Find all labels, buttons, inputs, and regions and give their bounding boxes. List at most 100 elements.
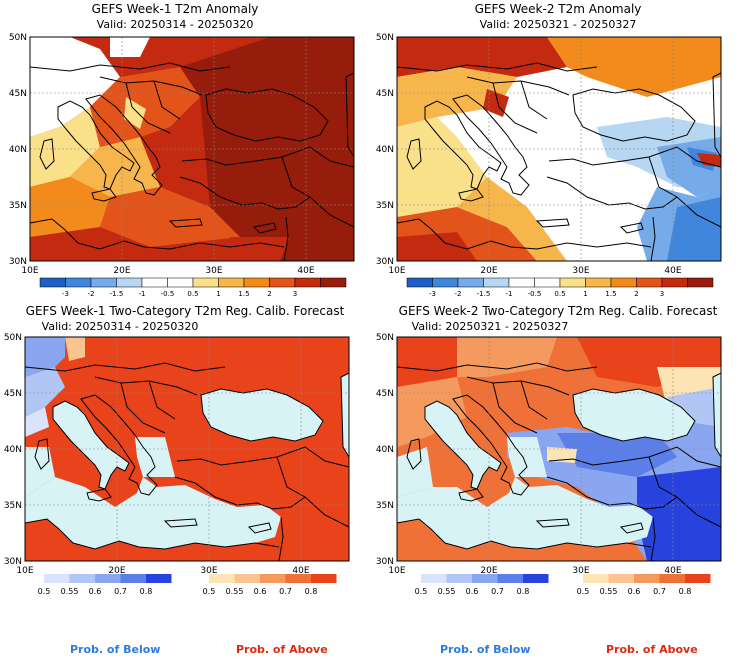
- map-plot: [396, 336, 722, 562]
- colorbar-swatch: [446, 574, 472, 583]
- colorbar-tick-label: 0.5: [554, 290, 565, 298]
- colorbar-tick-label: 0.8: [305, 587, 318, 596]
- colorbar-swatch: [141, 277, 168, 288]
- lon-label: 40E: [292, 566, 309, 576]
- colorbar-tick-label: 1.5: [238, 290, 249, 298]
- panel-title: GEFS Week-2 Two-Category T2m Reg. Calib.…: [399, 304, 718, 318]
- map-plot: [396, 36, 722, 262]
- colorbar-tick-label: -0.5: [161, 290, 175, 298]
- panel-week1-probability: GEFS Week-1 Two-Category T2m Reg. Calib.…: [4, 304, 350, 596]
- colorbar-swatch: [636, 277, 663, 288]
- colorbar-tick-label: 0.6: [466, 587, 479, 596]
- colorbar-swatch: [472, 574, 498, 583]
- colorbar-swatch: [90, 277, 117, 288]
- prob-above-caption: Prob. of Above: [606, 643, 698, 656]
- colorbar-tick-label: -2: [88, 290, 95, 298]
- colorbar-swatch: [608, 574, 634, 583]
- colorbar-swatch: [659, 574, 685, 583]
- colorbar-tick-label: 0.6: [89, 587, 102, 596]
- colorbar-swatch: [559, 277, 586, 288]
- lon-label: 40E: [664, 266, 681, 276]
- colorbar-tick-label: 0.5: [187, 290, 198, 298]
- lat-label: 30N: [9, 257, 27, 267]
- colorbar-swatch: [269, 277, 296, 288]
- lon-label: 30E: [200, 566, 217, 576]
- colorbar-tick-label: 2: [267, 290, 271, 298]
- lon-label: 40E: [297, 266, 314, 276]
- colorbar-tick-label: 0.5: [203, 587, 216, 596]
- colorbar-swatch: [457, 277, 484, 288]
- colorbar-tick-label: 0.7: [114, 587, 127, 596]
- anomaly-colorbar: -3 -2 -1.5 -1 -0.5 0.5 1 1.5 2 3: [39, 277, 347, 298]
- colorbar-swatch: [69, 574, 95, 583]
- colorbar-tick-label: -1.5: [477, 290, 491, 298]
- panel-valid-date: Valid: 20250321 - 20250327: [412, 320, 569, 333]
- lat-label: 50N: [376, 33, 394, 43]
- colorbar-swatch: [610, 277, 637, 288]
- lon-label: 30E: [572, 566, 589, 576]
- colorbar-swatch: [320, 277, 347, 288]
- panel-title: GEFS Week-1 T2m Anomaly: [92, 2, 259, 16]
- colorbar-swatch: [65, 277, 92, 288]
- colorbar-tick-label: 3: [293, 290, 297, 298]
- colorbar-tick-label: 0.7: [653, 587, 666, 596]
- colorbar-tick-label: 0.6: [628, 587, 641, 596]
- colorbar-swatch: [432, 277, 459, 288]
- colorbar-tick-label: 0.55: [600, 587, 618, 596]
- lon-label: 20E: [480, 266, 497, 276]
- colorbar-tick-label: -3: [62, 290, 69, 298]
- colorbar-tick-label: -1.5: [110, 290, 124, 298]
- colorbar-swatch: [634, 574, 660, 583]
- colorbar-swatch: [218, 277, 245, 288]
- lat-label: 35N: [9, 201, 27, 211]
- lon-label: 10E: [21, 266, 38, 276]
- lat-label: 50N: [376, 333, 394, 343]
- colorbar-tick-label: 0.6: [254, 587, 267, 596]
- lat-label: 45N: [376, 89, 394, 99]
- colorbar-tick-label: 1: [583, 290, 587, 298]
- above-colorbar: 0.5 0.55 0.6 0.7 0.8: [577, 574, 711, 596]
- colorbar-swatch: [523, 574, 549, 583]
- lon-label: 20E: [108, 566, 125, 576]
- colorbar-tick-label: 0.55: [226, 587, 244, 596]
- panel-title: GEFS Week-1 Two-Category T2m Reg. Calib.…: [26, 304, 345, 318]
- colorbar-tick-label: 0.8: [140, 587, 153, 596]
- panel-valid-date: Valid: 20250314 - 20250320: [97, 18, 254, 31]
- colorbar-tick-label: 0.55: [438, 587, 456, 596]
- lon-label: 40E: [664, 566, 681, 576]
- colorbar-tick-label: 0.8: [517, 587, 530, 596]
- colorbar-swatch: [116, 277, 143, 288]
- colorbar-swatch: [534, 277, 561, 288]
- lat-label: 40N: [376, 145, 394, 155]
- colorbar-tick-label: 0.55: [61, 587, 79, 596]
- lon-label: 10E: [16, 566, 33, 576]
- lon-label: 30E: [205, 266, 222, 276]
- lon-label: 20E: [113, 266, 130, 276]
- colorbar-swatch: [687, 277, 714, 288]
- panel-valid-date: Valid: 20250321 - 20250327: [480, 18, 637, 31]
- colorbar-swatch: [311, 574, 337, 583]
- lon-label: 30E: [572, 266, 589, 276]
- prob-below-caption: Prob. of Below: [70, 643, 161, 656]
- colorbar-tick-label: 1.5: [605, 290, 616, 298]
- lat-label: 30N: [4, 557, 22, 567]
- lon-label: 20E: [480, 566, 497, 576]
- lat-label: 35N: [376, 501, 394, 511]
- colorbar-swatch: [661, 277, 688, 288]
- colorbar-swatch: [483, 277, 510, 288]
- colorbar-tick-label: 1: [216, 290, 220, 298]
- lat-label: 50N: [9, 33, 27, 43]
- colorbar-tick-label: -2: [455, 290, 462, 298]
- prob-above-caption: Prob. of Above: [236, 643, 328, 656]
- colorbar-swatch: [497, 574, 523, 583]
- colorbar-swatch: [285, 574, 311, 583]
- lat-label: 35N: [4, 501, 22, 511]
- panel-week1-anomaly: GEFS Week-1 T2m Anomaly Valid: 20250314 …: [9, 2, 355, 298]
- colorbar-swatch: [294, 277, 321, 288]
- colorbar-tick-label: 0.5: [415, 587, 428, 596]
- colorbar-tick-label: -3: [429, 290, 436, 298]
- colorbar-swatch: [209, 574, 235, 583]
- map-plot: [24, 336, 350, 562]
- panel-title: GEFS Week-2 T2m Anomaly: [475, 2, 642, 16]
